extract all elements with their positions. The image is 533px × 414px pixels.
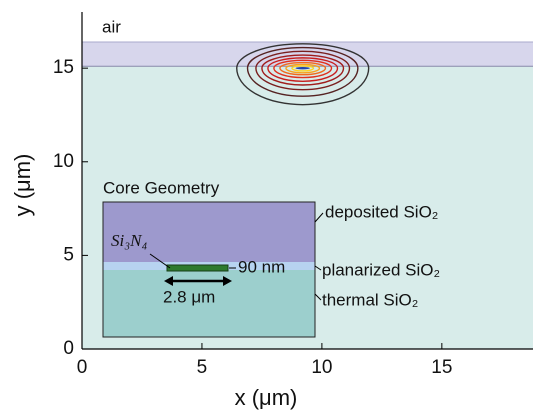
x-tick-label: 0 xyxy=(77,357,88,378)
y-tick-label: 5 xyxy=(63,244,74,265)
thickness-label: 90 nm xyxy=(238,257,285,276)
y-tick-label: 15 xyxy=(53,57,74,78)
thermal-label: thermal SiO₂ xyxy=(322,290,418,309)
core-label: Si₃N₄ xyxy=(111,231,147,250)
deposited-label: deposited SiO₂ xyxy=(325,202,438,221)
inset-core xyxy=(167,265,228,271)
air-label: air xyxy=(102,17,121,36)
y-tick-label: 10 xyxy=(53,151,74,172)
y-tick-label: 0 xyxy=(63,338,74,359)
x-tick-label: 10 xyxy=(311,357,332,378)
mode-peak xyxy=(296,67,310,69)
chart: x (μm) y (μm) air 0 5 10 15 0 5 10 15 Core Geomet… xyxy=(0,0,533,414)
y-axis-title: y (μm) xyxy=(10,154,35,217)
width-label: 2.8 μm xyxy=(163,287,215,306)
x-tick-label: 5 xyxy=(197,357,208,378)
x-tick-label: 15 xyxy=(431,357,452,378)
planarized-label: planarized SiO₂ xyxy=(322,260,440,279)
x-axis-title: x (μm) xyxy=(235,385,298,410)
inset-title: Core Geometry xyxy=(103,178,220,197)
